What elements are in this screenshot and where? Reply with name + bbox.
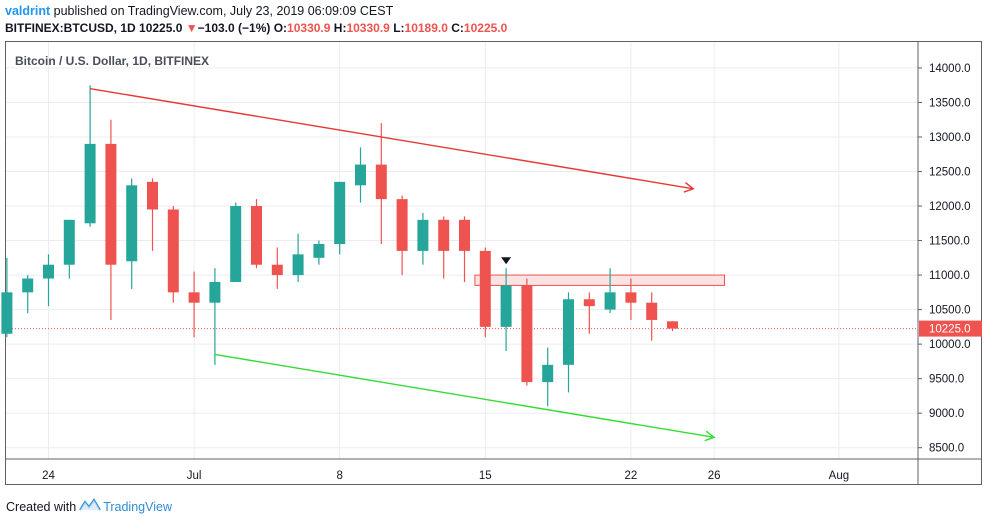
candle-down	[625, 292, 637, 303]
created-with-label: Created with	[6, 499, 77, 514]
author-link[interactable]: valdrint	[5, 4, 51, 18]
high-value: 10330.9	[346, 21, 390, 35]
down-marker-icon	[501, 257, 512, 265]
candle-down	[583, 299, 595, 307]
resistance-trendline	[89, 87, 694, 190]
tradingview-logo-icon	[79, 498, 102, 515]
candle-down	[459, 219, 470, 251]
low-label: L:	[393, 21, 405, 35]
candle-down	[438, 219, 450, 251]
candle-up	[63, 219, 75, 265]
x-tick-label: 8	[336, 470, 342, 482]
candle-down	[479, 250, 491, 327]
candle-up	[84, 143, 96, 224]
high-label: H:	[333, 21, 347, 35]
candle-down	[271, 264, 283, 276]
y-tick-label: 12000.0	[929, 201, 971, 213]
x-tick-label: Jul	[187, 470, 202, 482]
candle-down	[251, 206, 262, 265]
candle-up	[22, 278, 34, 293]
y-tick-label: 13000.0	[929, 132, 971, 144]
candle-up	[1, 292, 13, 334]
close-value: 10225.0	[463, 21, 508, 35]
resistance-zone	[474, 274, 725, 286]
candle-up	[417, 219, 429, 251]
candle-up	[563, 299, 574, 365]
candle-up	[313, 244, 325, 258]
ohlc-legend: BITFINEX:BTCUSD, 1D 10225.0 ▼−103.0 (−1%…	[5, 21, 507, 35]
candle-up	[43, 264, 54, 279]
candle-up	[355, 164, 366, 186]
candle-up	[542, 364, 554, 383]
x-tick-label: 15	[479, 470, 492, 482]
candle-up	[126, 185, 138, 262]
y-tick-label: 10000.0	[929, 339, 971, 351]
change-value: −103.0 (−1%)	[197, 21, 271, 35]
low-value: 10189.0	[404, 21, 448, 35]
y-tick-label: 9000.0	[929, 408, 964, 420]
y-tick-label: 14000.0	[929, 63, 971, 75]
chart-title: Bitcoin / U.S. Dollar, 1D, BITFINEX	[15, 54, 210, 68]
y-tick-label: 12500.0	[929, 167, 971, 179]
candle-down	[105, 143, 117, 265]
candle-down	[521, 285, 533, 383]
footer: Created with TradingView	[6, 498, 172, 515]
candle-down	[375, 164, 387, 200]
resistance-trendline-arrowhead	[683, 182, 695, 193]
published-text: published on TradingView.com, July 23, 2…	[50, 4, 394, 18]
candle-down	[667, 321, 678, 329]
y-tick-label: 10500.0	[929, 305, 971, 317]
y-tick-label: 11500.0	[929, 236, 970, 248]
down-arrow-icon: ▼	[185, 21, 198, 35]
x-tick-label: Aug	[829, 470, 849, 482]
candle-down	[147, 181, 158, 210]
open-label: O:	[273, 21, 288, 35]
candle-up	[500, 285, 512, 327]
y-tick-label: 11000.0	[929, 270, 970, 282]
candle-down	[188, 292, 200, 303]
last-price-badge	[919, 320, 982, 337]
last-price-label: 10225.0	[929, 324, 971, 336]
x-tick-label: 22	[625, 470, 638, 482]
y-tick-label: 13500.0	[929, 97, 971, 109]
last-price: 10225.0	[139, 21, 183, 35]
publish-info: valdrint published on TradingView.com, J…	[5, 4, 393, 18]
candle-up	[292, 254, 304, 276]
y-tick-label: 9500.0	[929, 374, 964, 386]
x-tick-label: 24	[42, 470, 55, 482]
close-label: C:	[451, 21, 464, 35]
candle-down	[646, 302, 658, 320]
candle-up	[230, 206, 242, 282]
support-trendline-arrowhead	[704, 430, 716, 442]
tradingview-brand-link[interactable]: TradingView	[103, 499, 172, 514]
chart-frame	[5, 41, 982, 485]
x-tick-label: 26	[708, 470, 721, 482]
open-value: 10330.9	[287, 21, 331, 35]
candle-down	[167, 209, 179, 293]
candle-up	[209, 281, 221, 303]
candle-down	[396, 199, 408, 251]
symbol-label: BITFINEX:BTCUSD, 1D	[5, 21, 136, 35]
y-tick-label: 8500.0	[929, 443, 964, 455]
support-trendline	[214, 353, 715, 439]
candle-up	[334, 181, 346, 245]
candle-up	[604, 292, 616, 310]
